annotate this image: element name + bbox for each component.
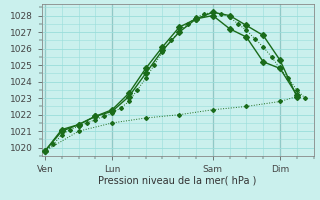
X-axis label: Pression niveau de la mer( hPa ): Pression niveau de la mer( hPa ) [99,175,257,185]
